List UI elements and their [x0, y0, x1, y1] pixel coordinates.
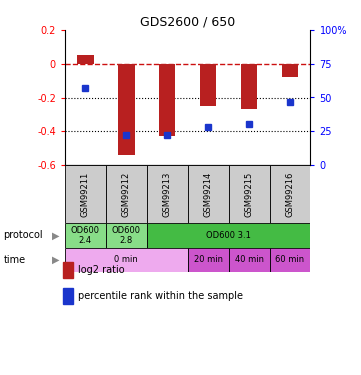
Bar — [159, 64, 175, 136]
Text: 40 min: 40 min — [235, 255, 264, 264]
Bar — [147, 223, 310, 248]
Bar — [106, 165, 147, 223]
Text: 0 min: 0 min — [114, 255, 138, 264]
Bar — [63, 262, 73, 278]
Text: GSM99212: GSM99212 — [122, 171, 131, 217]
Bar — [270, 248, 310, 272]
Bar — [270, 165, 310, 223]
Bar — [188, 248, 229, 272]
Bar — [65, 248, 188, 272]
Text: OD600
2.8: OD600 2.8 — [112, 226, 141, 245]
Bar — [188, 165, 229, 223]
Bar — [118, 64, 135, 155]
Text: percentile rank within the sample: percentile rank within the sample — [78, 291, 243, 301]
Text: GSM99215: GSM99215 — [245, 171, 253, 217]
Text: time: time — [4, 255, 26, 265]
Text: GSM99216: GSM99216 — [286, 171, 295, 217]
Text: GSM99213: GSM99213 — [163, 171, 172, 217]
Text: GSM99214: GSM99214 — [204, 171, 213, 217]
Bar — [241, 64, 257, 110]
Text: ▶: ▶ — [52, 230, 60, 240]
Bar — [65, 223, 106, 248]
Text: protocol: protocol — [4, 230, 43, 240]
Bar — [77, 56, 93, 64]
Text: 20 min: 20 min — [194, 255, 223, 264]
Bar — [282, 64, 298, 77]
Title: GDS2600 / 650: GDS2600 / 650 — [140, 16, 235, 29]
Bar — [65, 165, 106, 223]
Bar — [200, 64, 216, 106]
Bar — [63, 288, 73, 304]
Bar — [147, 165, 188, 223]
Text: 60 min: 60 min — [275, 255, 305, 264]
Text: ▶: ▶ — [52, 255, 60, 265]
Bar — [106, 223, 147, 248]
Text: log2 ratio: log2 ratio — [78, 265, 125, 275]
Bar — [229, 248, 270, 272]
Text: OD600
2.4: OD600 2.4 — [71, 226, 100, 245]
Bar — [229, 165, 270, 223]
Text: OD600 3.1: OD600 3.1 — [206, 231, 251, 240]
Text: GSM99211: GSM99211 — [81, 171, 90, 217]
